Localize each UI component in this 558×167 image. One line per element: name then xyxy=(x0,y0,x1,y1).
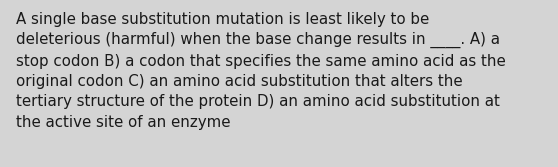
Text: A single base substitution mutation is least likely to be
deleterious (harmful) : A single base substitution mutation is l… xyxy=(16,12,506,130)
